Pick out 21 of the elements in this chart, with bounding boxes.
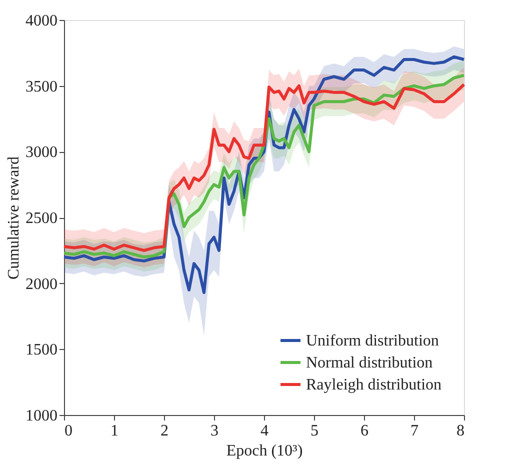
x-tick-label: 7	[410, 422, 418, 440]
legend-label: Uniform distribution	[306, 332, 439, 350]
y-tick-label: 4000	[26, 12, 58, 30]
y-tick-label: 3500	[26, 78, 58, 96]
y-tick-label: 2500	[26, 210, 58, 227]
legend-label: Normal distribution	[306, 354, 433, 372]
y-axis-title: Cumulative reward	[6, 156, 22, 280]
x-tick-label: 1	[110, 422, 118, 440]
y-tick-label: 1000	[26, 408, 58, 424]
y-tick-label: 1500	[26, 342, 58, 359]
y-tick-label: 2000	[26, 276, 58, 293]
x-tick-label: 8	[456, 422, 464, 440]
x-tick-label: 5	[310, 422, 318, 440]
x-tick-label: 4	[260, 422, 268, 440]
x-tick-label: 6	[360, 422, 368, 440]
legend-label: Rayleigh distribution	[306, 376, 442, 394]
x-tick-label: 3	[210, 422, 218, 440]
x-tick-label: 2	[160, 422, 168, 440]
y-tick-label: 3000	[26, 144, 58, 162]
x-axis-title: Epoch (10³)	[226, 442, 303, 460]
x-tick-label: 0	[64, 422, 72, 440]
